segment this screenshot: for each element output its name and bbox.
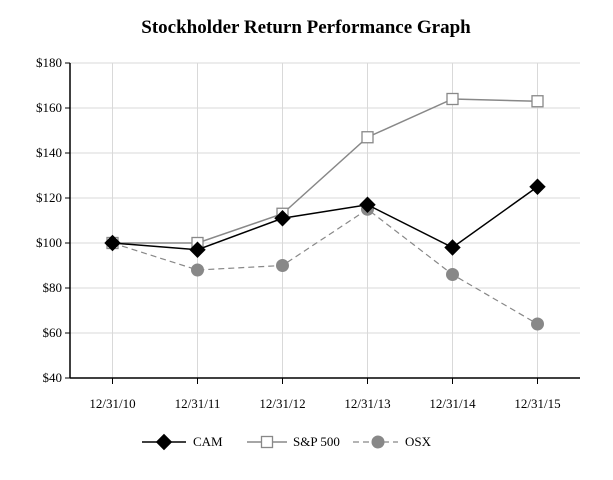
data-point-cam [359,196,376,213]
y-tick-label: $80 [43,280,63,295]
grid [70,62,580,378]
data-point-cam [189,241,206,258]
legend-item-s-p-500: S&P 500 [247,434,340,449]
y-tick-label: $120 [36,190,62,205]
series-line-osx [112,208,538,325]
x-tick-label: 12/31/15 [514,396,560,411]
legend-item-cam: CAM [142,433,223,451]
x-tick-label: 12/31/14 [429,396,476,411]
series-cam [104,178,546,258]
data-point-s-p-500 [361,131,374,144]
legend-label-s-p-500: S&P 500 [293,434,340,449]
y-tick-label: $160 [36,100,62,115]
series-s-p-500 [106,92,544,250]
data-point-s-p-500 [446,92,459,106]
data-point-osx [446,268,459,281]
legend-marker-cam [155,433,173,451]
y-tick-label: $140 [36,145,62,160]
axes: $40 $60 $80 $100 $120 $140 $160 $180 12/31/10 12/… [36,55,580,411]
y-tick-label: $40 [43,370,63,385]
data-point-osx [531,317,544,331]
data-point-s-p-500 [531,95,544,108]
legend-marker-s-p-500 [260,435,274,449]
legend: CAM S&P 500 OSX [142,433,432,451]
data-point-osx [191,263,204,277]
data-point-cam [529,178,546,195]
series-line-s-p-500 [112,98,538,244]
legend-label-cam: CAM [193,434,223,449]
data-point-cam [444,239,461,256]
chart-title: Stockholder Return Performance Graph [141,17,471,38]
x-tick-label: 12/31/10 [89,396,135,411]
y-tick-label: $100 [36,235,62,250]
series-osx [106,202,544,331]
x-tick-label: 12/31/12 [259,396,305,411]
data-point-osx [276,259,289,272]
legend-marker-osx [371,435,385,449]
x-tick-label: 12/31/11 [175,396,221,411]
series-line-cam [112,186,538,251]
x-tick-label: 12/31/13 [344,396,390,411]
y-tick-label: $60 [43,325,63,340]
legend-label-osx: OSX [405,434,432,449]
legend-item-osx: OSX [353,434,432,449]
data-point-cam [274,210,291,227]
data-point-cam [104,234,121,252]
series-layer [104,92,546,331]
y-tick-label: $180 [36,55,62,70]
